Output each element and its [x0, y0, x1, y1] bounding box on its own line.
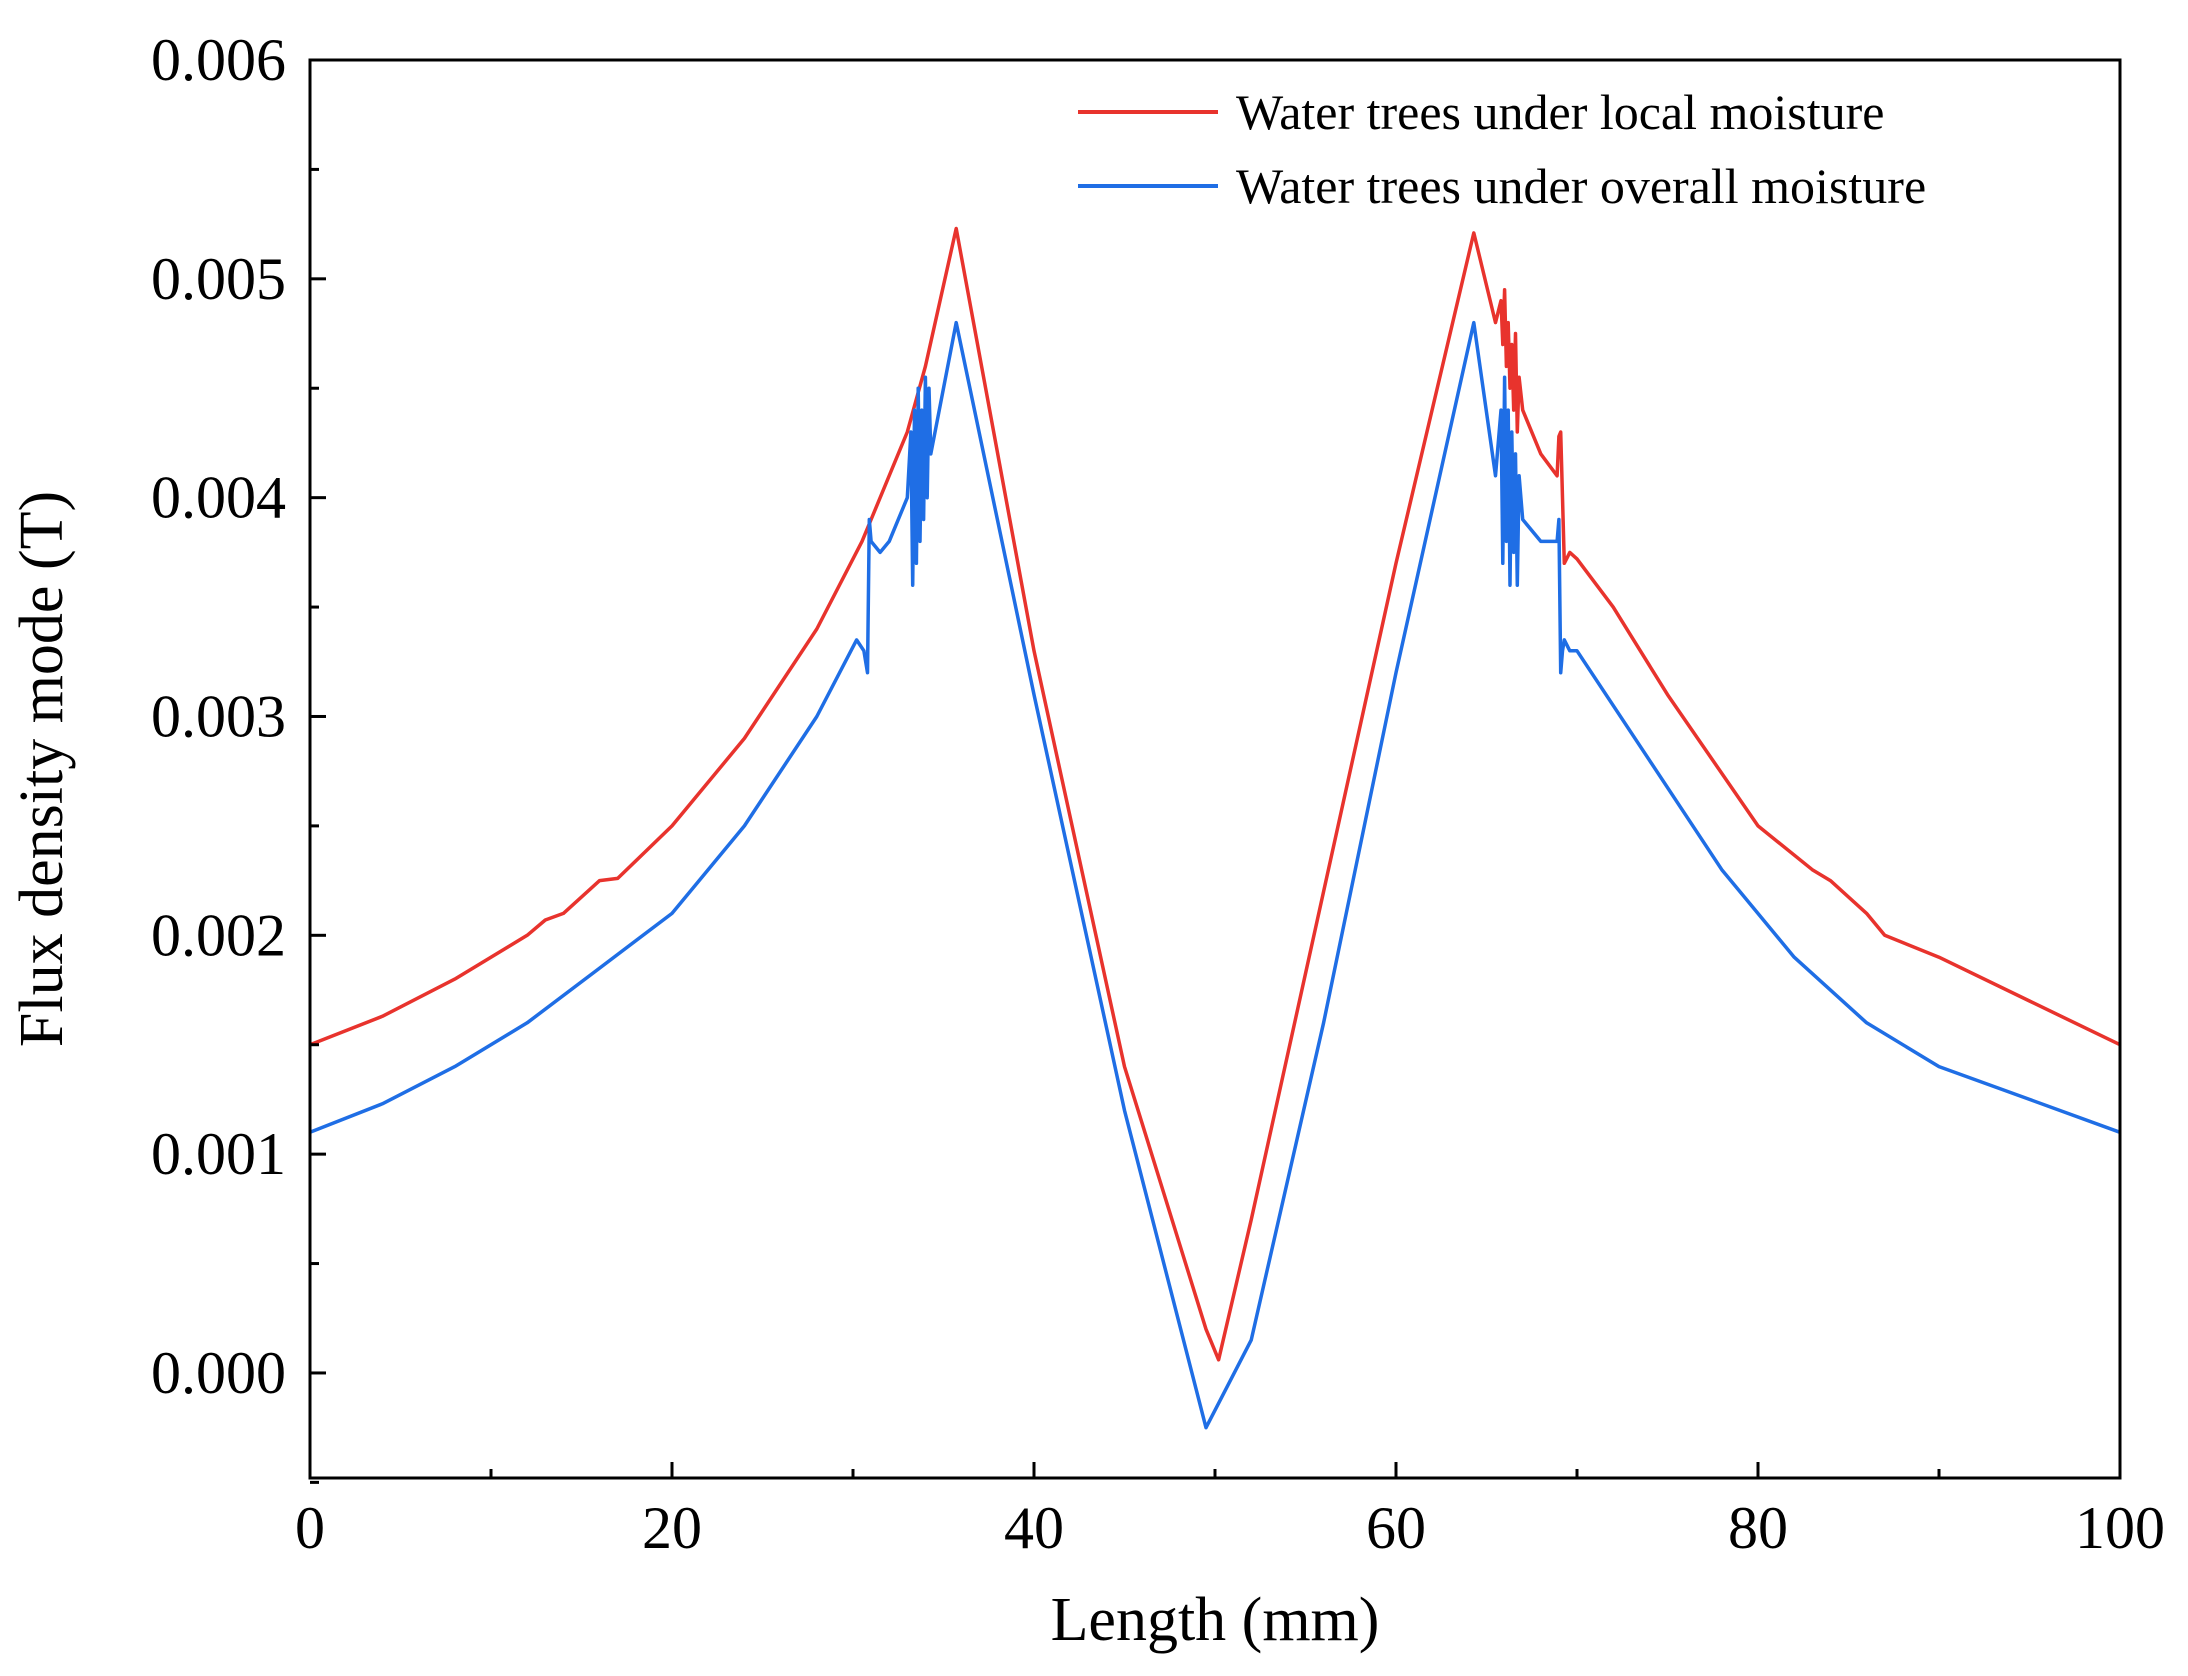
series-line-1 [309, 226, 2121, 1362]
x-tick-label: 60 [1366, 1495, 1426, 1561]
y-tick-label: 0.005 [151, 246, 286, 312]
y-tick-label: 0.000 [151, 1340, 286, 1406]
legend-label-overall-moisture: Water trees under overall moisture [1236, 158, 1926, 214]
series-layer [309, 226, 2121, 1430]
x-tick-label: 40 [1004, 1495, 1064, 1561]
legend-label-local-moisture: Water trees under local moisture [1236, 84, 1885, 140]
x-tick-label: 20 [642, 1495, 702, 1561]
y-tick-label: 0.004 [151, 465, 286, 531]
y-tick-label: 0.002 [151, 902, 286, 968]
legend: Water trees under local moisture Water t… [1078, 84, 1926, 214]
series-line-2 [309, 320, 2121, 1430]
tick-marks [308, 58, 2122, 1484]
y-tick-label: 0.006 [151, 27, 286, 93]
x-tick-label: 100 [2075, 1495, 2165, 1561]
y-tick-label: 0.001 [151, 1121, 286, 1187]
x-axis-tick-labels: 0 20 40 60 80 100 [295, 1495, 2165, 1561]
plot-frame [308, 58, 2122, 1480]
y-axis-tick-labels: 0.000 0.001 0.002 0.003 0.004 0.005 0.006 [151, 27, 286, 1406]
x-tick-label: 0 [295, 1495, 325, 1561]
x-axis-title: Length (mm) [1051, 1586, 1380, 1654]
x-tick-label: 80 [1728, 1495, 1788, 1561]
y-tick-label: 0.003 [151, 683, 286, 749]
y-axis-title: Flux density mode (T) [8, 491, 76, 1047]
